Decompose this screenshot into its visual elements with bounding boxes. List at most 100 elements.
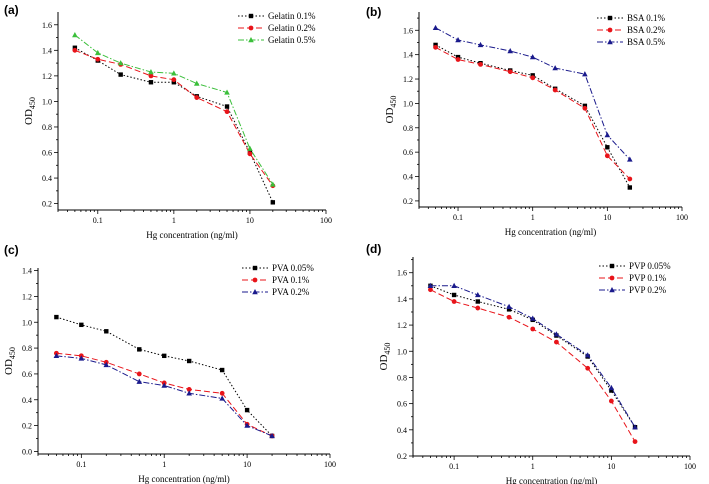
data-point [608, 398, 614, 404]
data-point [194, 95, 200, 100]
x-tick-label: 1 [531, 213, 535, 222]
data-point [137, 347, 142, 352]
data-point [186, 387, 192, 392]
y-axis-label-main: OD [3, 359, 15, 375]
legend-entry: BSA 0.5% [627, 37, 666, 47]
data-point [529, 54, 536, 60]
x-axis-label: Hg concentration (ng/ml) [506, 476, 597, 484]
data-point [432, 24, 439, 31]
y-tick-label: 1.6 [42, 21, 52, 30]
x-tick-label: 1 [531, 462, 535, 471]
data-point [433, 44, 438, 50]
y-axis-label: OD450 [3, 347, 17, 375]
legend: BSA 0.1% BSA 0.2% BSA 0.5% [597, 13, 666, 47]
y-tick-label: 1.0 [42, 97, 52, 106]
x-axis-label: Hg concentration (ng/ml) [138, 474, 229, 484]
data-point [553, 331, 560, 337]
y-axis-label-subscript: 450 [8, 347, 17, 359]
legend-marker [607, 15, 613, 21]
x-axis-label: Hg concentration (ng/ml) [505, 227, 596, 237]
y-axis-label: OD450 [23, 97, 37, 125]
data-point [604, 153, 610, 159]
data-point [171, 70, 177, 76]
x-tick-label: 100 [684, 462, 696, 471]
data-point [94, 49, 101, 56]
x-tick-label: 100 [320, 216, 332, 225]
data-point [455, 57, 461, 62]
legend-entry: PVA 0.1% [272, 275, 310, 285]
data-point [451, 299, 457, 304]
data-point [270, 181, 276, 187]
data-point [609, 388, 614, 393]
x-tick-label: 0.1 [449, 462, 459, 471]
data-point [219, 367, 225, 373]
series-line [56, 355, 273, 437]
chart-panel-2: (b) 0.1 1 10 100 0.2 0.4 0.6 0.8 1.0 1.2 1.4 1.6 Hg c… [366, 5, 688, 237]
legend-entry: BSA 0.2% [627, 25, 666, 35]
y-tick-label: 1.0 [403, 99, 413, 108]
y-tick-label: 0.6 [22, 370, 32, 379]
y-tick-label: 1.4 [42, 46, 52, 55]
legend-marker [607, 27, 613, 33]
legend-entry: PVP 0.2% [629, 285, 667, 295]
data-point [632, 439, 638, 444]
panel-label: (a) [4, 3, 19, 17]
y-tick-label: 0.4 [397, 426, 407, 435]
data-point [455, 37, 461, 43]
legend: PVP 0.05% PVP 0.1% PVP 0.2% [599, 261, 671, 295]
y-tick-label: 0.8 [397, 373, 407, 382]
series-3 [53, 352, 275, 439]
data-point [627, 185, 633, 190]
y-tick-label: 0.0 [22, 447, 32, 456]
data-point [554, 339, 559, 345]
data-point [608, 384, 615, 391]
data-point [117, 60, 124, 66]
series-line [435, 27, 631, 160]
data-point [507, 69, 513, 75]
series-1 [72, 45, 276, 205]
data-point [219, 395, 225, 401]
chart-panel-3: (c) 0.1 1 10 100 0.0 0.2 0.4 0.6 0.8 1.0 1.2 1.4 Hg c… [3, 243, 336, 484]
y-tick-label: 0.4 [42, 174, 52, 183]
data-point [477, 41, 484, 48]
data-point [552, 65, 558, 71]
legend-entry: Gelatin 0.5% [268, 35, 316, 45]
data-point [244, 407, 250, 413]
legend-marker [609, 275, 615, 281]
legend: PVA 0.05% PVA 0.1% PVA 0.2% [242, 263, 314, 297]
data-point [584, 352, 591, 358]
data-point [186, 390, 192, 396]
x-tick-label: 1 [162, 460, 166, 469]
data-point [427, 282, 434, 289]
data-point [148, 73, 154, 79]
panel-label: (d) [366, 242, 381, 256]
series-line [430, 289, 636, 442]
data-point [270, 200, 276, 205]
series-line [435, 46, 631, 180]
y-axis-label-main: OD [384, 108, 396, 124]
data-point [530, 326, 536, 332]
data-point [451, 282, 457, 289]
data-point [506, 307, 512, 312]
y-tick-label: 0.4 [22, 396, 32, 405]
data-point [224, 109, 230, 115]
series-1 [433, 42, 633, 190]
data-point [148, 80, 154, 85]
y-tick-label: 1.6 [397, 269, 407, 278]
x-tick-label: 10 [246, 216, 254, 225]
data-point [585, 365, 591, 371]
data-point [475, 305, 481, 311]
legend: Gelatin 0.1% Gelatin 0.2% Gelatin 0.5% [238, 11, 316, 45]
data-point [72, 47, 78, 53]
series-2 [428, 287, 638, 444]
data-point [582, 71, 588, 77]
series-1 [428, 283, 638, 430]
y-tick-label: 1.0 [22, 318, 32, 327]
series-line [74, 34, 274, 185]
data-point [103, 361, 110, 368]
data-point [552, 87, 558, 93]
legend-marker [607, 39, 613, 45]
y-tick-label: 0.8 [22, 344, 32, 353]
x-axis-label: Hg concentration (ng/ml) [146, 230, 237, 240]
